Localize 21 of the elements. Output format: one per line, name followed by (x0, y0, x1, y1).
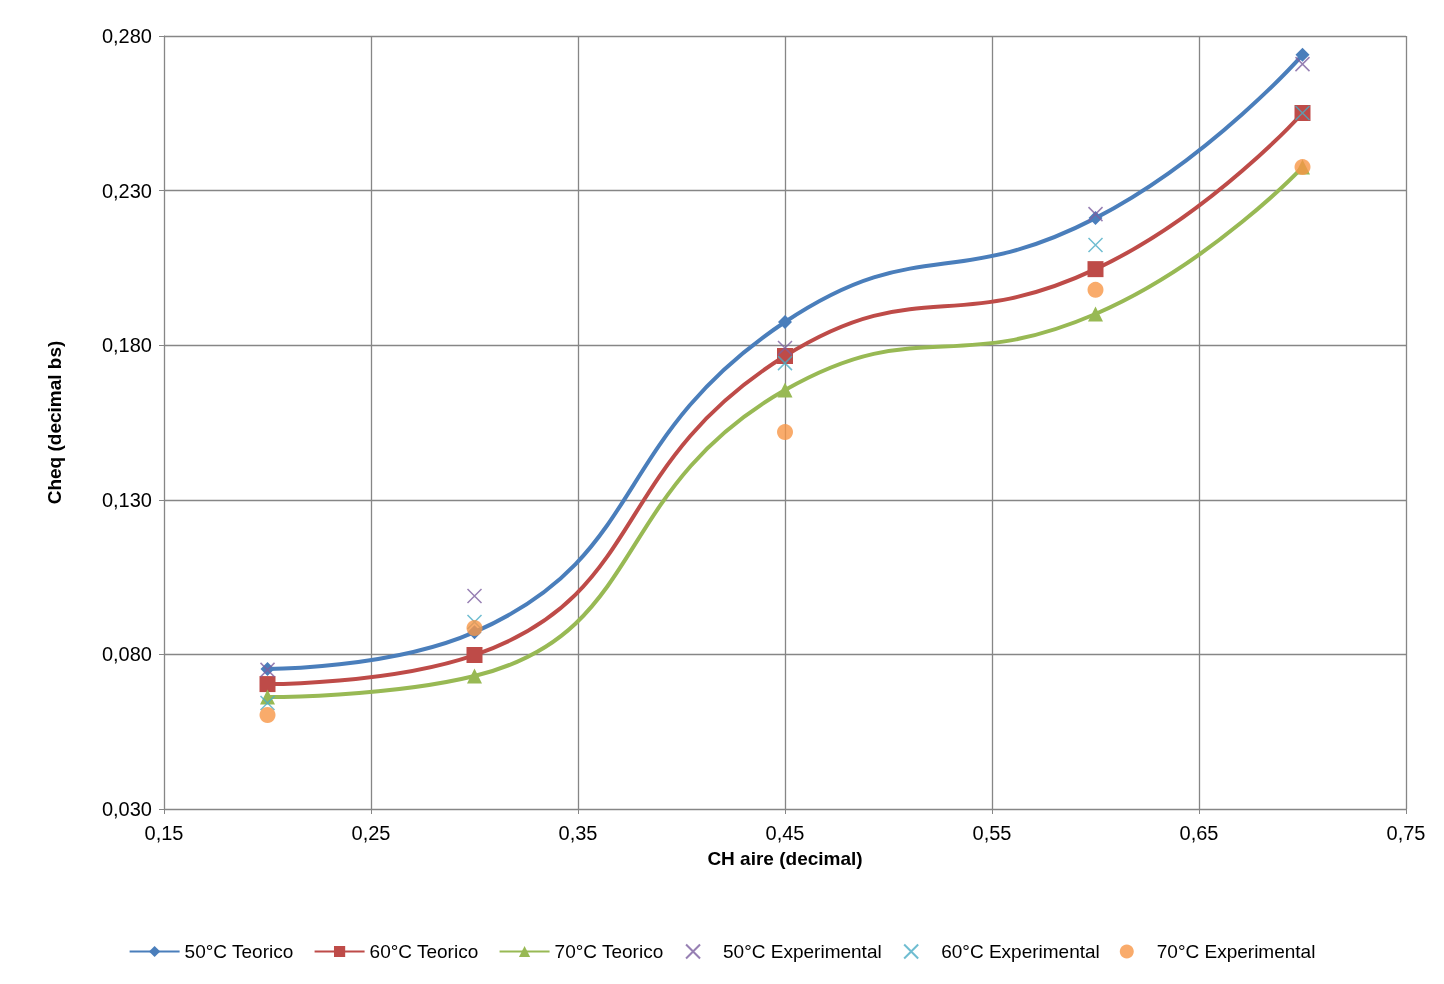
x-tick-label: 0,75 (1386, 822, 1426, 844)
y-tick-label: 0,130 (101, 488, 152, 511)
x-tick-label: 0,65 (1179, 822, 1219, 844)
legend-label: 60°C Teorico (369, 941, 479, 962)
y-tick-label: 0,230 (101, 179, 152, 202)
y-tick-label: 0,180 (101, 334, 152, 357)
x-tick-label: 0,25 (351, 822, 391, 844)
y-tick-label: 0,080 (101, 643, 152, 666)
x-tick-label: 0,35 (558, 822, 598, 844)
legend-label: 50°C Teorico (184, 941, 294, 962)
legend-label: 70°C Teorico (554, 941, 664, 962)
legend-label: 50°C Experimental (723, 941, 882, 962)
legend-label: 60°C Experimental (941, 941, 1100, 962)
y-tick-label: 0,030 (101, 798, 152, 820)
x-tick-label: 0,55 (972, 822, 1012, 844)
y-axis-title: Cheq (decimal bs) (44, 340, 65, 505)
y-tick-label: 0,280 (101, 25, 152, 47)
legend-label: 70°C Experimental (1156, 941, 1316, 962)
x-axis-title: CH aire (decimal) (707, 848, 863, 869)
x-tick-label: 0,45 (765, 822, 805, 844)
x-tick-label: 0,15 (144, 822, 184, 844)
